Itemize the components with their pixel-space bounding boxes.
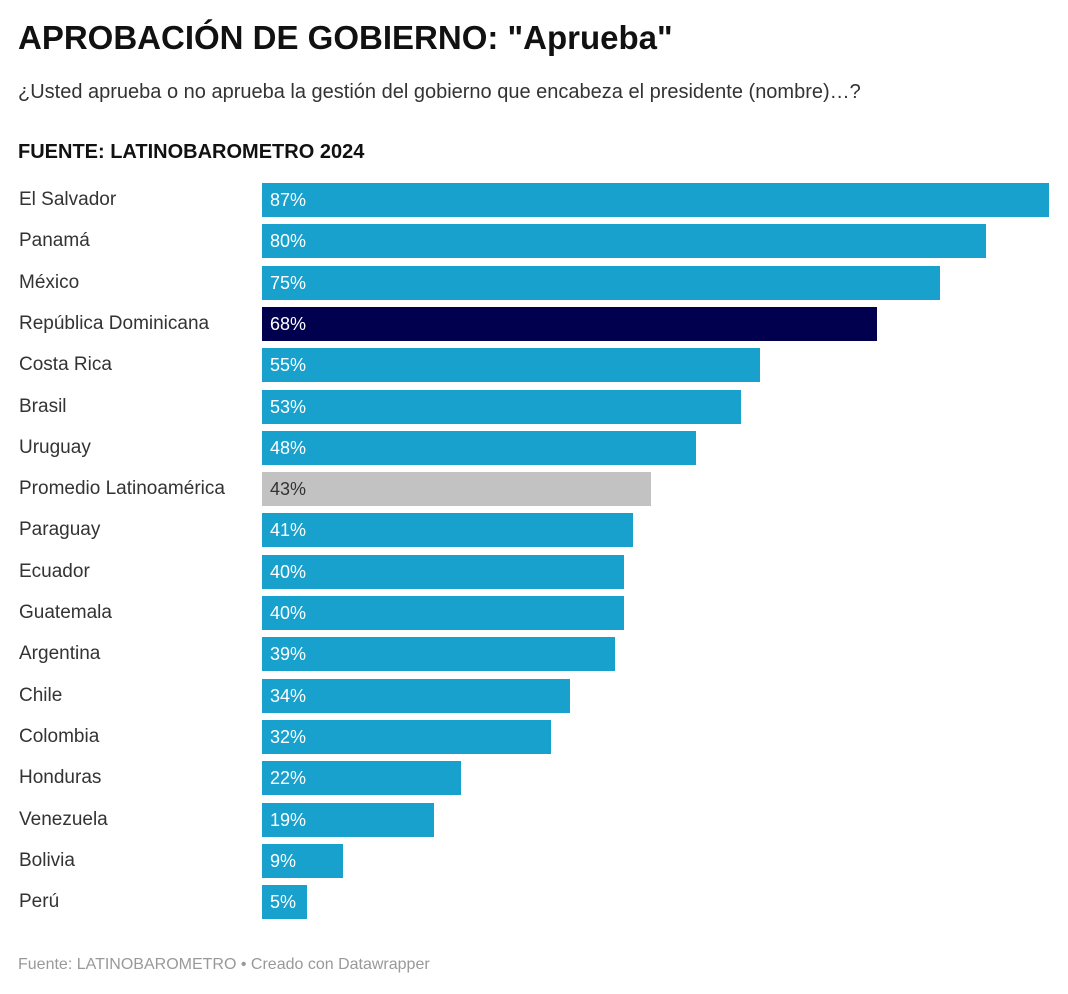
bar: 53% <box>262 389 742 424</box>
category-label: Ecuador <box>19 560 90 582</box>
bar-row: Guatemala 40% <box>0 596 1068 630</box>
chart-title: APROBACIÓN DE GOBIERNO: "Aprueba" <box>18 19 673 56</box>
bar-row: Colombia 32% <box>0 719 1068 754</box>
bar-row: Honduras 22% <box>0 761 1068 796</box>
category-label: República Dominicana <box>19 312 210 334</box>
bar: 41% <box>262 513 633 548</box>
bar: 87% <box>262 183 1049 217</box>
value-label: 34% <box>270 685 307 706</box>
bar-row: República Dominicana 68% <box>0 306 1068 341</box>
bar-row: Uruguay 48% <box>0 430 1068 465</box>
value-label: 39% <box>270 644 307 665</box>
value-label: 48% <box>270 437 307 458</box>
category-label: Promedio Latinoamérica <box>19 478 225 500</box>
bar-row: Brasil 53% <box>0 389 1068 424</box>
bar-row: Venezuela 19% <box>0 802 1068 837</box>
category-label: Uruguay <box>19 436 91 458</box>
value-label: 68% <box>270 313 307 334</box>
value-label: 40% <box>270 603 307 623</box>
bar: 43% <box>262 472 651 507</box>
bar: 40% <box>262 554 624 589</box>
category-label: Panamá <box>19 230 90 252</box>
bar-row: Paraguay 41% <box>0 513 1068 548</box>
value-label: 41% <box>270 520 307 541</box>
bar: 55% <box>262 348 760 383</box>
value-label: 87% <box>270 190 307 210</box>
value-label: 80% <box>270 231 307 252</box>
bar-row: México 75% <box>0 265 1068 300</box>
bar: 39% <box>262 637 615 672</box>
bar-row: Argentina 39% <box>0 637 1068 672</box>
category-label: Costa Rica <box>19 354 112 376</box>
bar: 68% <box>262 306 878 341</box>
bar-row: Chile 34% <box>0 678 1068 713</box>
bar: 34% <box>262 678 570 713</box>
category-label: Honduras <box>19 767 102 789</box>
category-label: Brasil <box>19 395 67 417</box>
bar-row: Costa Rica 55% <box>0 348 1068 383</box>
value-label: 32% <box>270 726 307 747</box>
value-label: 75% <box>270 272 307 293</box>
bar: 9% <box>262 843 344 878</box>
bar: 32% <box>262 719 552 754</box>
category-label: Guatemala <box>19 602 112 623</box>
chart-subtitle: ¿Usted aprueba o no aprueba la gestión d… <box>18 81 861 103</box>
value-label: 9% <box>270 850 297 871</box>
category-label: Venezuela <box>19 808 108 830</box>
value-label: 22% <box>270 768 307 789</box>
category-label: Perú <box>19 891 60 913</box>
value-label: 53% <box>270 396 307 417</box>
bar: 48% <box>262 430 697 465</box>
value-label: 5% <box>270 892 297 913</box>
bar: 80% <box>262 224 986 259</box>
category-label: México <box>19 271 80 293</box>
bar-row: El Salvador 87% <box>0 183 1068 217</box>
source-heading: FUENTE: LATINOBAROMETRO 2024 <box>18 141 365 163</box>
bar-chart: El Salvador 87% Panamá 80% México 75% Repúblic… <box>0 183 1068 923</box>
category-label: Paraguay <box>19 519 101 541</box>
value-label: 43% <box>270 479 307 500</box>
category-label: Bolivia <box>19 849 75 871</box>
value-label: 55% <box>270 355 307 376</box>
bar-row: Promedio Latinoamérica 43% <box>0 472 1068 507</box>
footer-credit: Fuente: LATINOBAROMETRO • Creado con Dat… <box>18 956 430 973</box>
value-label: 19% <box>270 809 307 830</box>
value-label: 40% <box>270 561 307 582</box>
bar: 22% <box>262 761 461 796</box>
category-label: Argentina <box>19 643 101 665</box>
bar-row: Panamá 80% <box>0 224 1068 259</box>
category-label: Chile <box>19 684 63 706</box>
bar: 5% <box>262 885 308 920</box>
bar-row: Perú 5% <box>0 885 1068 920</box>
category-label: El Salvador <box>19 189 117 210</box>
bar: 19% <box>262 802 434 837</box>
category-label: Colombia <box>19 725 100 747</box>
bar: 40% <box>262 596 624 630</box>
bar-row: Bolivia 9% <box>0 843 1068 878</box>
bar-row: Ecuador 40% <box>0 554 1068 589</box>
bar: 75% <box>262 265 941 300</box>
